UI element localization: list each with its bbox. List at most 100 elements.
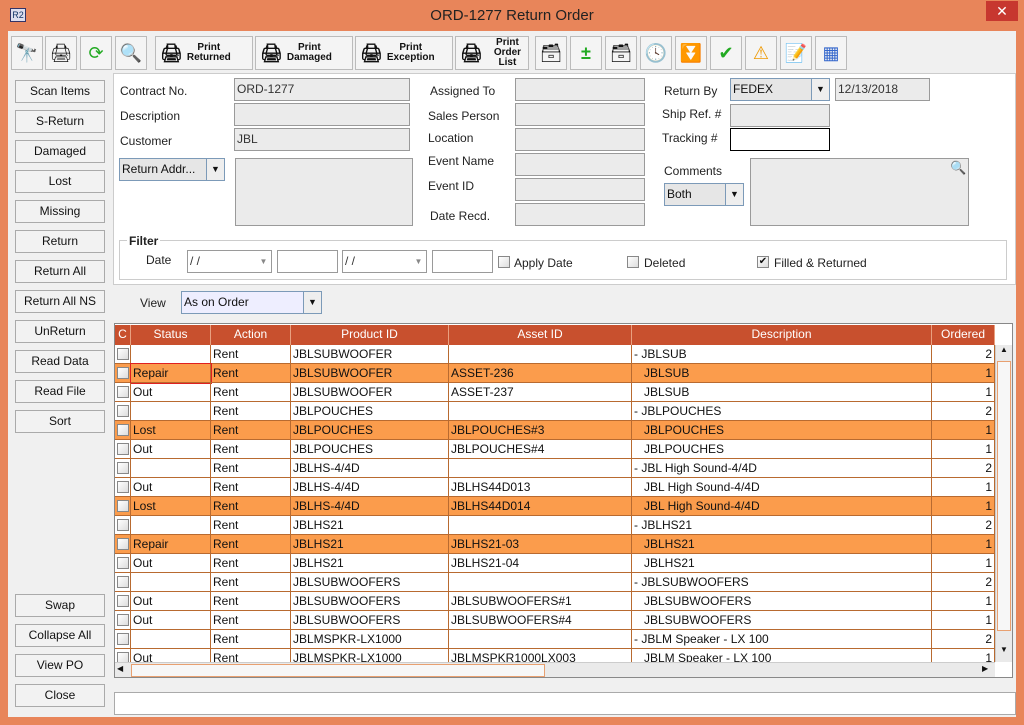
checkbox-icon[interactable] [117, 633, 129, 645]
sidebar-button-scan-items[interactable]: Scan Items [15, 80, 105, 103]
row-checkbox[interactable] [115, 364, 131, 383]
table-row[interactable]: Rent JBLHS21 - JBLHS21 2 [115, 516, 995, 535]
print-exception-button[interactable]: 🖨 Print Exception [355, 36, 453, 70]
sidebar-button-missing[interactable]: Missing [15, 200, 105, 223]
row-checkbox[interactable] [115, 535, 131, 554]
sidebar-button-swap[interactable]: Swap [15, 594, 105, 617]
checkbox-icon[interactable] [117, 538, 129, 550]
return-by-dropdown[interactable]: FEDEX ▼ [730, 78, 830, 101]
table-row[interactable]: Rent JBLSUBWOOFERS - JBLSUBWOOFERS 2 [115, 573, 995, 592]
printer-icon[interactable]: 🖨 [45, 36, 77, 70]
column-header-product-id[interactable]: Product ID [291, 325, 449, 345]
row-checkbox[interactable] [115, 478, 131, 497]
column-header-ordered[interactable]: Ordered [932, 325, 995, 345]
chevron-down-icon[interactable]: ▼ [414, 257, 423, 266]
row-checkbox[interactable] [115, 402, 131, 421]
sidebar-button-read-data[interactable]: Read Data [15, 350, 105, 373]
schedule-icon[interactable]: 🕓 [640, 36, 672, 70]
table-row[interactable]: Rent JBLHS-4/4D - JBL High Sound-4/4D 2 [115, 459, 995, 478]
sidebar-button-damaged[interactable]: Damaged [15, 140, 105, 163]
time-from-field[interactable] [277, 250, 338, 273]
column-header-c[interactable]: C [115, 325, 131, 345]
print-returned-button[interactable]: 🖨 Print Returned [155, 36, 253, 70]
sidebar-button-return-all-ns[interactable]: Return All NS [15, 290, 105, 313]
assigned-to-field[interactable] [515, 78, 645, 101]
table-row[interactable]: Rent JBLPOUCHES - JBLPOUCHES 2 [115, 402, 995, 421]
row-checkbox[interactable] [115, 630, 131, 649]
tracking-field[interactable] [730, 128, 830, 151]
filled-returned-checkbox[interactable]: ✔ [757, 256, 769, 268]
row-checkbox[interactable] [115, 345, 131, 364]
contract-no-field[interactable]: ORD-1277 [234, 78, 410, 101]
location-field[interactable] [515, 128, 645, 151]
vertical-scrollbar[interactable]: ▲ ▼ [995, 345, 1012, 662]
row-checkbox[interactable] [115, 421, 131, 440]
print-damaged-button[interactable]: 🖨 Print Damaged [255, 36, 353, 70]
checkbox-icon[interactable] [117, 481, 129, 493]
row-checkbox[interactable] [115, 497, 131, 516]
table-row[interactable]: Lost Rent JBLPOUCHES JBLPOUCHES#3 JBLPOUCHES… [115, 421, 995, 440]
sidebar-button-sort[interactable]: Sort [15, 410, 105, 433]
checkbox-icon[interactable] [117, 462, 129, 474]
table-row[interactable]: Repair Rent JBLSUBWOOFER ASSET-236 JBLSUB 1 [115, 363, 995, 384]
sales-person-field[interactable] [515, 103, 645, 126]
date-to-field[interactable]: / / [342, 250, 427, 273]
scroll-down-icon[interactable]: ▼ [1000, 645, 1008, 654]
checkbox-icon[interactable] [117, 386, 129, 398]
table-row[interactable]: Lost Rent JBLHS-4/4D JBLHS44D014 JBL High So… [115, 497, 995, 516]
table-row[interactable]: Out Rent JBLHS-4/4D JBLHS44D013 JBL High Sou… [115, 478, 995, 497]
checkbox-icon[interactable] [117, 557, 129, 569]
column-header-action[interactable]: Action [211, 325, 291, 345]
checkbox-icon[interactable] [117, 443, 129, 455]
add-remove-icon[interactable]: ± [570, 36, 602, 70]
checkbox-icon[interactable] [117, 614, 129, 626]
sidebar-button-collapse-all[interactable]: Collapse All [15, 624, 105, 647]
deleted-checkbox[interactable] [627, 256, 639, 268]
table-row[interactable]: Rent JBLMSPKR-LX1000 - JBLM Speaker - LX 1… [115, 630, 995, 649]
description-field[interactable] [234, 103, 410, 126]
checkbox-icon[interactable] [117, 424, 129, 436]
filter-down-icon[interactable]: ⏬ [675, 36, 707, 70]
scroll-left-icon[interactable]: ◀ [117, 664, 124, 673]
sidebar-button-close[interactable]: Close [15, 684, 105, 707]
column-header-status[interactable]: Status [131, 325, 211, 345]
sidebar-button-return-all[interactable]: Return All [15, 260, 105, 283]
search-icon[interactable]: 🔍 [950, 160, 967, 175]
row-checkbox[interactable] [115, 592, 131, 611]
checkbox-icon[interactable] [117, 500, 129, 512]
ship-ref-field[interactable] [730, 104, 830, 127]
row-checkbox[interactable] [115, 611, 131, 630]
date-from-field[interactable]: / / [187, 250, 272, 273]
checkbox-icon[interactable] [117, 348, 129, 360]
row-checkbox[interactable] [115, 440, 131, 459]
return-address-dropdown[interactable]: Return Addr... ▼ [119, 158, 225, 181]
table-row[interactable]: Out Rent JBLSUBWOOFERS JBLSUBWOOFERS#4 JBLSU… [115, 611, 995, 630]
table-row[interactable]: Out Rent JBLHS21 JBLHS21-04 JBLHS21 1 [115, 554, 995, 573]
sidebar-button-lost[interactable]: Lost [15, 170, 105, 193]
return-date-field[interactable]: 12/13/2018 [835, 78, 930, 101]
notepad-edit-icon[interactable]: 📝 [780, 36, 812, 70]
row-checkbox[interactable] [115, 573, 131, 592]
date-recd-field[interactable] [515, 203, 645, 226]
binoculars-icon[interactable]: 🔭 [11, 36, 43, 70]
checkbox-icon[interactable] [117, 367, 129, 379]
checkbox-icon[interactable] [117, 405, 129, 417]
table-row[interactable]: Rent JBLSUBWOOFER - JBLSUB 2 [115, 345, 995, 364]
horizontal-scrollbar[interactable]: ◀ ▶ [115, 662, 995, 677]
customer-field[interactable]: JBL [234, 128, 410, 151]
row-checkbox[interactable] [115, 554, 131, 573]
sidebar-button-view-po[interactable]: View PO [15, 654, 105, 677]
close-window-button[interactable]: ✕ [986, 1, 1018, 21]
event-name-field[interactable] [515, 153, 645, 176]
equipment-alert-icon[interactable]: 🗃 [605, 36, 637, 70]
apply-date-checkbox[interactable] [498, 256, 510, 268]
comments-box[interactable] [750, 158, 969, 226]
row-checkbox[interactable] [115, 516, 131, 535]
table-row[interactable]: Out Rent JBLSUBWOOFER ASSET-237 JBLSUB 1 [115, 383, 995, 402]
print-order-list-button[interactable]: 🖨 Print Order List [455, 36, 529, 70]
comments-filter-dropdown[interactable]: Both ▼ [664, 183, 744, 206]
chevron-down-icon[interactable]: ▼ [259, 257, 268, 266]
scroll-up-icon[interactable]: ▲ [1000, 345, 1008, 354]
sidebar-button-return[interactable]: Return [15, 230, 105, 253]
sidebar-button-read-file[interactable]: Read File [15, 380, 105, 403]
